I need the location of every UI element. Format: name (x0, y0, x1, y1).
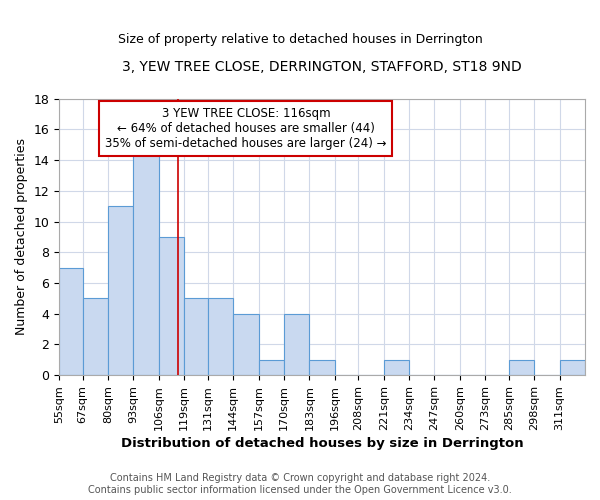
Text: 3 YEW TREE CLOSE: 116sqm
← 64% of detached houses are smaller (44)
35% of semi-d: 3 YEW TREE CLOSE: 116sqm ← 64% of detach… (105, 107, 386, 150)
X-axis label: Distribution of detached houses by size in Derrington: Distribution of detached houses by size … (121, 437, 523, 450)
Bar (383, 360, 409, 375)
Bar (509, 360, 534, 375)
Bar (560, 360, 585, 375)
Bar (108, 206, 133, 375)
Bar (208, 298, 233, 375)
Bar (159, 237, 184, 375)
Bar (59, 268, 83, 375)
Bar (259, 360, 284, 375)
Y-axis label: Number of detached properties: Number of detached properties (15, 138, 28, 336)
Bar (233, 314, 259, 375)
Bar (133, 145, 159, 375)
Bar (284, 314, 310, 375)
Bar (310, 360, 335, 375)
Title: 3, YEW TREE CLOSE, DERRINGTON, STAFFORD, ST18 9ND: 3, YEW TREE CLOSE, DERRINGTON, STAFFORD,… (122, 60, 522, 74)
Text: Contains HM Land Registry data © Crown copyright and database right 2024.
Contai: Contains HM Land Registry data © Crown c… (88, 474, 512, 495)
Text: Size of property relative to detached houses in Derrington: Size of property relative to detached ho… (118, 32, 482, 46)
Bar (184, 298, 208, 375)
Bar (83, 298, 108, 375)
